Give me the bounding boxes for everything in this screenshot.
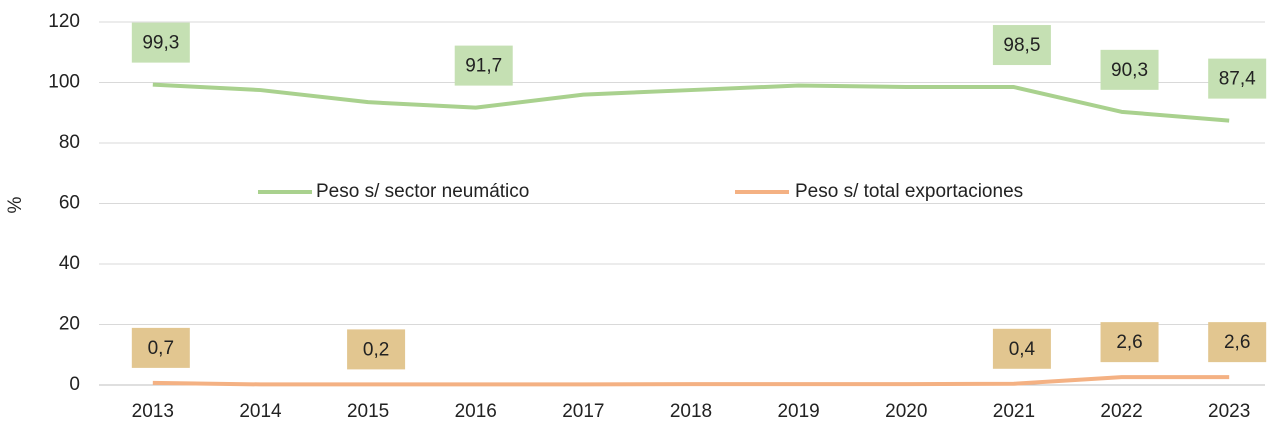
y-tick-label: 120 — [48, 11, 80, 32]
legend-label: Peso s/ total exportaciones — [795, 181, 1023, 202]
y-axis-label: % — [5, 196, 26, 213]
data-label: 0,7 — [148, 338, 174, 359]
data-label-box — [992, 328, 1051, 369]
data-label: 99,3 — [142, 33, 179, 54]
y-tick-label: 100 — [48, 72, 80, 93]
x-tick-label: 2013 — [132, 401, 174, 422]
data-label: 98,5 — [1003, 35, 1040, 56]
data-label-box — [1100, 322, 1159, 363]
data-label: 2,6 — [1116, 332, 1142, 353]
y-tick-label: 20 — [59, 314, 80, 335]
data-label-box — [1208, 58, 1267, 99]
y-tick-label: 80 — [59, 132, 80, 153]
legend-label: Peso s/ sector neumático — [316, 181, 529, 202]
data-label: 0,4 — [1009, 339, 1036, 360]
x-tick-label: 2022 — [1100, 401, 1142, 422]
x-tick-label: 2014 — [239, 401, 282, 422]
data-label-box — [992, 25, 1051, 66]
y-tick-label: 0 — [69, 374, 80, 395]
data-label-box — [454, 45, 513, 86]
x-tick-label: 2017 — [562, 401, 604, 422]
line — [152, 82, 1230, 123]
y-tick-label: 60 — [59, 193, 80, 214]
y-tick-label: 40 — [59, 253, 80, 274]
x-tick-label: 2019 — [777, 401, 819, 422]
x-tick-label: 2020 — [885, 401, 927, 422]
data-label-box — [131, 327, 190, 368]
data-label: 87,4 — [1219, 69, 1256, 90]
data-label: 0,2 — [363, 339, 389, 360]
x-tick-label: 2015 — [347, 401, 389, 422]
data-label: 2,6 — [1224, 332, 1250, 353]
data-label: 90,3 — [1111, 60, 1148, 81]
x-tick-label: 2023 — [1208, 401, 1250, 422]
x-tick-label: 2016 — [455, 401, 497, 422]
line — [152, 375, 1230, 387]
data-label: 91,7 — [465, 56, 502, 77]
x-tick-label: 2018 — [670, 401, 712, 422]
x-tick-label: 2021 — [993, 401, 1035, 422]
data-label-box — [347, 329, 406, 370]
data-label-box — [1100, 49, 1159, 90]
data-label-box — [1208, 322, 1267, 363]
data-label-box — [131, 22, 190, 63]
